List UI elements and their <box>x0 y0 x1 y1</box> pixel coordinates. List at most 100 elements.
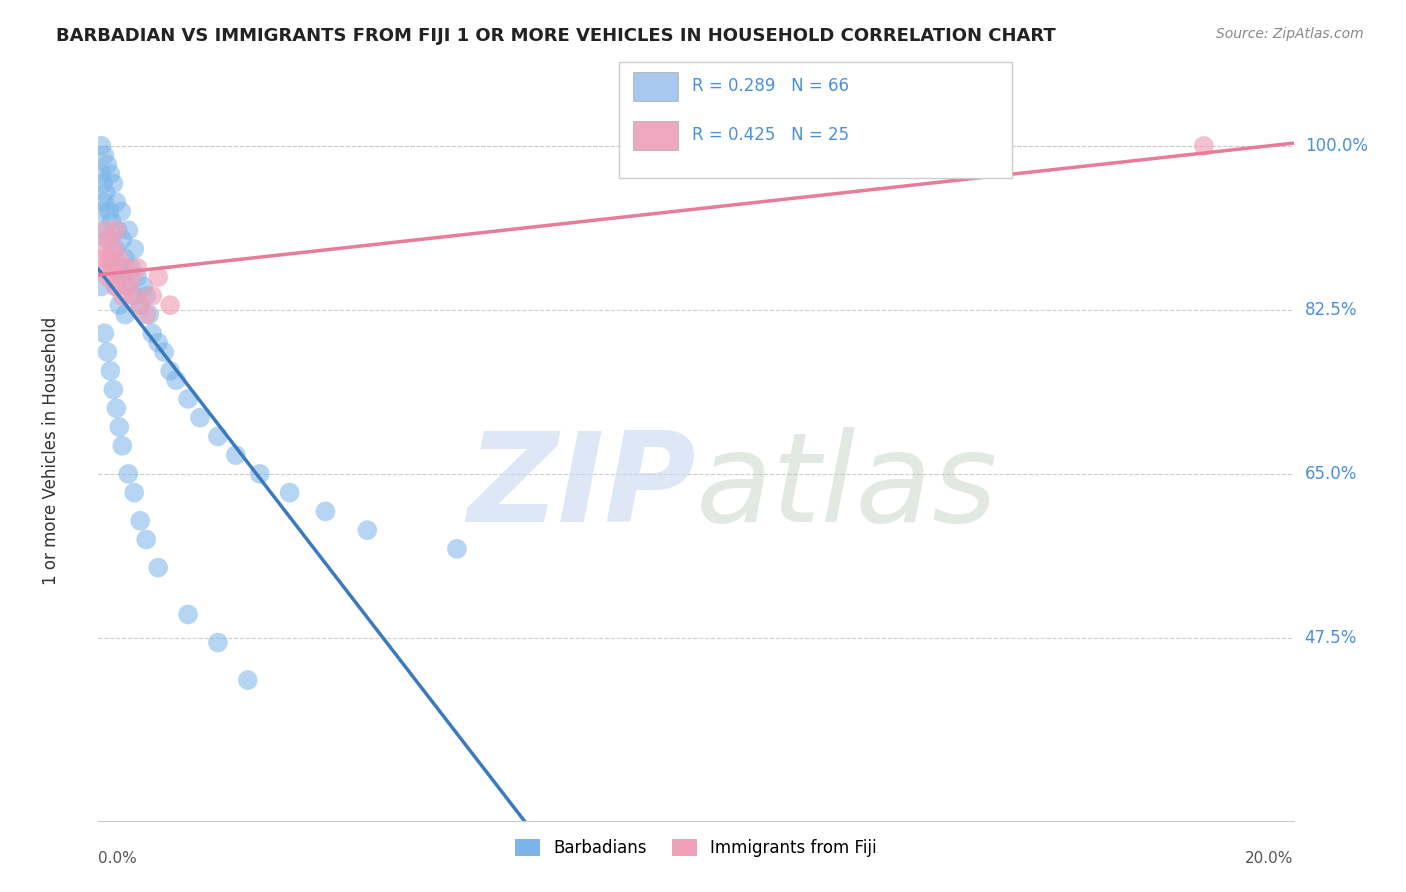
Point <box>98 252 122 266</box>
Point <box>188 410 211 425</box>
Point <box>117 279 139 293</box>
Text: BARBADIAN VS IMMIGRANTS FROM FIJI 1 OR MORE VEHICLES IN HOUSEHOLD CORRELATION CH: BARBADIAN VS IMMIGRANTS FROM FIJI 1 OR M… <box>56 27 1056 45</box>
Point <box>148 335 170 350</box>
Point <box>165 373 187 387</box>
Point <box>138 308 160 322</box>
Point <box>90 260 112 275</box>
Text: R = 0.425   N = 25: R = 0.425 N = 25 <box>692 126 849 144</box>
Point <box>236 673 259 687</box>
Point <box>100 260 122 275</box>
Point <box>124 485 146 500</box>
Text: 65.0%: 65.0% <box>1305 465 1357 483</box>
Point <box>108 298 131 312</box>
Text: 100.0%: 100.0% <box>1305 136 1368 155</box>
Point <box>153 345 176 359</box>
Point <box>135 533 157 547</box>
Text: R = 0.289   N = 66: R = 0.289 N = 66 <box>692 77 849 95</box>
Point <box>90 167 112 181</box>
Text: 82.5%: 82.5% <box>1305 301 1357 318</box>
Point <box>120 260 142 275</box>
Point <box>94 223 117 237</box>
Point <box>98 233 121 247</box>
Text: 20.0%: 20.0% <box>1246 851 1294 866</box>
Point <box>117 467 139 481</box>
Point <box>124 289 146 303</box>
Point <box>315 504 337 518</box>
Point <box>148 560 170 574</box>
Point <box>93 242 115 256</box>
Point <box>103 177 125 191</box>
Point <box>225 448 247 462</box>
Point <box>120 270 142 285</box>
Text: 0.0%: 0.0% <box>98 851 138 866</box>
Legend: Barbadians, Immigrants from Fiji: Barbadians, Immigrants from Fiji <box>509 832 883 864</box>
Point <box>98 364 122 378</box>
Point <box>141 326 163 341</box>
Point <box>93 148 115 162</box>
Text: 47.5%: 47.5% <box>1305 629 1357 647</box>
Point <box>96 233 118 247</box>
Point <box>114 308 136 322</box>
Point <box>111 439 134 453</box>
Point <box>90 139 112 153</box>
Point <box>177 392 200 406</box>
Point <box>111 233 134 247</box>
Point <box>90 204 112 219</box>
Point <box>96 270 118 285</box>
Point <box>207 429 229 443</box>
Point <box>446 541 468 556</box>
Point <box>98 204 121 219</box>
Point <box>111 289 134 303</box>
Point <box>124 289 146 303</box>
Point <box>110 204 132 219</box>
Point <box>124 242 146 256</box>
Point <box>114 260 136 275</box>
Point <box>93 326 115 341</box>
Point <box>111 270 134 285</box>
Point <box>132 279 155 293</box>
Point <box>127 260 149 275</box>
Point <box>96 158 118 172</box>
Point <box>148 270 170 285</box>
Point <box>108 260 131 275</box>
Point <box>114 252 136 266</box>
Point <box>104 279 127 293</box>
Point <box>96 345 118 359</box>
Point <box>117 223 139 237</box>
Point <box>100 214 122 228</box>
Point <box>105 279 128 293</box>
Point <box>177 607 200 622</box>
Point <box>104 242 127 256</box>
Point <box>93 195 115 210</box>
Point <box>129 298 152 312</box>
Point <box>103 383 125 397</box>
Point <box>249 467 271 481</box>
Point <box>105 195 128 210</box>
Point <box>117 279 139 293</box>
Point <box>105 223 128 237</box>
Point <box>107 270 129 285</box>
Point <box>135 289 157 303</box>
Text: ZIP: ZIP <box>467 427 696 548</box>
Point <box>91 177 114 191</box>
Point <box>90 279 112 293</box>
Point <box>105 401 128 416</box>
Point <box>108 420 131 434</box>
Point <box>98 252 122 266</box>
Point <box>91 252 114 266</box>
Point <box>159 298 181 312</box>
Point <box>107 223 129 237</box>
Point <box>94 186 117 200</box>
Point <box>108 252 131 266</box>
Point <box>278 485 301 500</box>
Point <box>141 289 163 303</box>
Point <box>129 298 152 312</box>
Point <box>91 223 114 237</box>
Text: 1 or more Vehicles in Household: 1 or more Vehicles in Household <box>42 317 59 584</box>
Point <box>129 514 152 528</box>
Point <box>127 270 149 285</box>
Point <box>1192 139 1215 153</box>
Text: Source: ZipAtlas.com: Source: ZipAtlas.com <box>1216 27 1364 41</box>
Point <box>103 242 125 256</box>
Point <box>356 523 378 537</box>
